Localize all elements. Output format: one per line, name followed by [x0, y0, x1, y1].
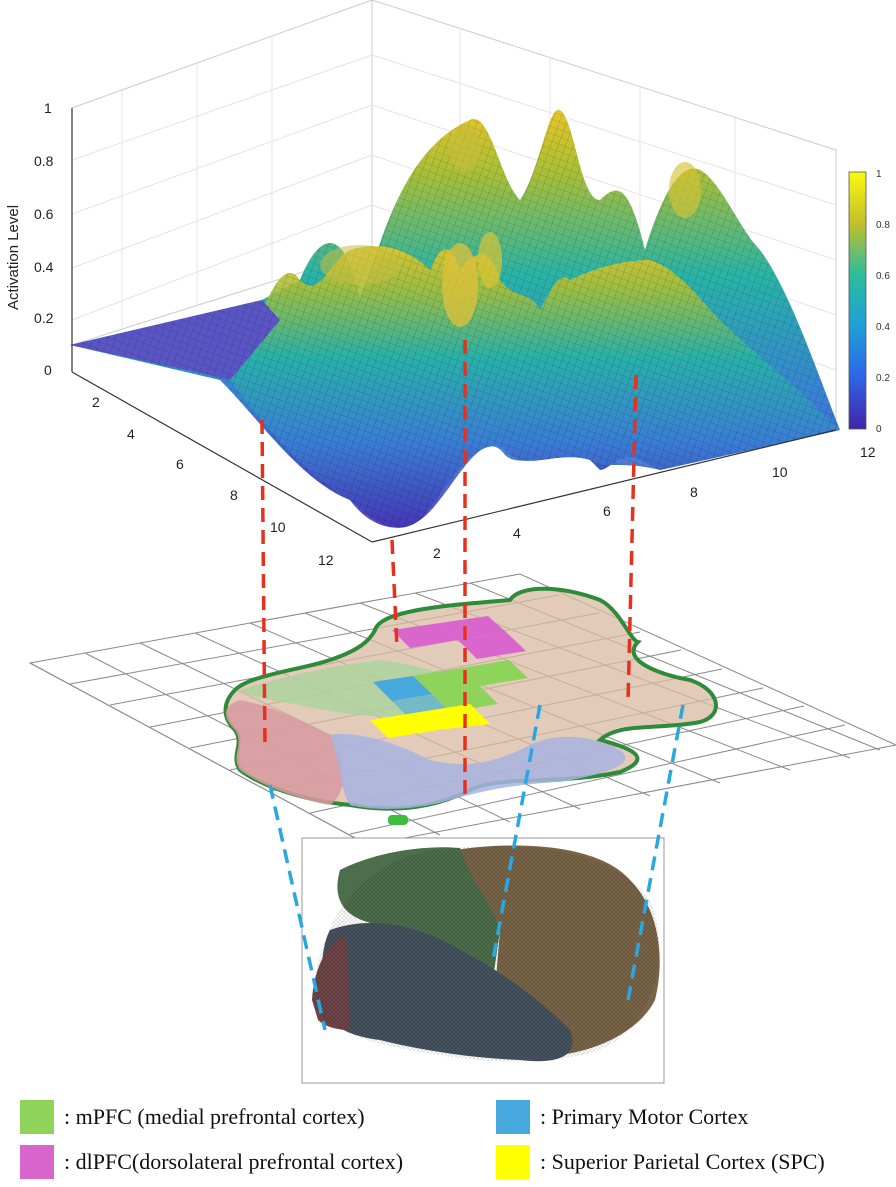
y-tick: 8: [230, 487, 238, 503]
flat-cortex-map: [28, 573, 896, 846]
legend-label: : Superior Parietal Cortex (SPC): [540, 1149, 825, 1174]
z-tick: 0: [44, 362, 52, 378]
x-tick: 8: [690, 484, 698, 500]
legend-item-dlpfc: : dlPFC(dorsolateral prefrontal cortex): [20, 1145, 403, 1179]
colorbar-tick: 0.2: [876, 373, 890, 384]
z-tick-labels: 0 0.2 0.4 0.6 0.8 1: [34, 100, 54, 378]
colorbar-tick: 0.6: [876, 271, 890, 282]
surface-plot: 0 0.2 0.4 0.6 0.8 1 Activation Level 2 4…: [5, 0, 890, 568]
spc-cell: [370, 712, 438, 738]
legend-item-motor: : Primary Motor Cortex: [496, 1100, 748, 1134]
colorbar-tick: 0.4: [876, 322, 890, 333]
x-tick: 10: [772, 464, 788, 480]
y-tick-labels: 2 4 6 8 10 12: [92, 394, 334, 568]
dlpfc-swatch: [20, 1145, 54, 1179]
colorbar-tick: 0: [876, 424, 882, 435]
x-tick: 6: [603, 503, 611, 519]
red-connector: [260, 419, 267, 751]
x-axis-line: [371, 429, 837, 543]
y-tick: 4: [127, 426, 135, 442]
dlpfc-cells: [392, 616, 526, 659]
red-connectors: [260, 340, 638, 800]
y-axis-line: [71, 371, 373, 543]
dlpfc-cell: [392, 623, 458, 648]
x-tick: 12: [860, 444, 876, 460]
dlpfc-cell: [440, 616, 507, 640]
spc-swatch: [496, 1145, 530, 1179]
y-tick: 2: [92, 394, 100, 410]
mpfc-swatch: [20, 1100, 54, 1134]
small-green-dot: [388, 815, 408, 825]
x-tick: 4: [513, 525, 521, 541]
motor-swatch: [496, 1100, 530, 1134]
mpfc-cell: [461, 660, 528, 686]
colorbar: 0 0.2 0.4 0.6 0.8 1: [848, 169, 890, 435]
y-tick: 6: [176, 456, 184, 472]
z-tick: 0.8: [34, 153, 54, 169]
y-tick: 10: [270, 519, 286, 535]
lavender-region: [330, 734, 626, 809]
spc-cell: [420, 704, 490, 730]
x-tick-labels: 2 4 6 8 10 12: [433, 444, 876, 561]
z-axis-label: Activation Level: [5, 205, 22, 310]
spc-cells: [370, 704, 490, 738]
blue-connector: [626, 704, 685, 1001]
legend-label: : mPFC (medial prefrontal cortex): [64, 1104, 365, 1129]
colorbar-tick: 1: [876, 169, 882, 180]
legend: : mPFC (medial prefrontal cortex) : Prim…: [0, 1090, 896, 1187]
z-tick: 0.4: [34, 259, 54, 275]
red-connector: [626, 374, 638, 704]
z-tick: 0.2: [34, 310, 54, 326]
brain-illustration: [301, 837, 665, 1084]
legend-item-spc: : Superior Parietal Cortex (SPC): [496, 1145, 825, 1179]
legend-label: : dlPFC(dorsolateral prefrontal cortex): [64, 1149, 404, 1174]
z-tick: 1: [44, 100, 52, 116]
colorbar-tick: 0.8: [876, 220, 890, 231]
legend-item-mpfc: : mPFC (medial prefrontal cortex): [20, 1100, 365, 1134]
legend-label: : Primary Motor Cortex: [540, 1104, 749, 1129]
blue-connectors: [268, 704, 685, 1031]
pink-region: [225, 700, 344, 805]
blue-connector: [268, 784, 327, 1031]
motor-cell: [373, 676, 432, 701]
brain-surface-mesh: [312, 845, 660, 1062]
colorbar-gradient: [848, 171, 867, 430]
y-tick: 12: [318, 552, 334, 568]
z-tick: 0.6: [34, 206, 54, 222]
red-connector: [390, 539, 399, 649]
dlpfc-cell: [458, 633, 526, 659]
x-tick: 2: [433, 545, 441, 561]
